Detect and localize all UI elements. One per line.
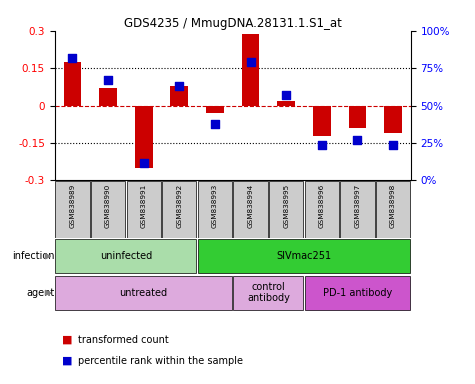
Text: GSM838991: GSM838991 <box>141 184 147 228</box>
Bar <box>313 106 331 136</box>
Bar <box>242 35 259 106</box>
Text: untreated: untreated <box>120 288 168 298</box>
Bar <box>162 181 197 237</box>
Bar <box>384 106 402 133</box>
Bar <box>233 276 304 310</box>
Text: GSM838989: GSM838989 <box>69 184 76 228</box>
Bar <box>277 101 295 106</box>
Bar <box>91 181 125 237</box>
Text: ■: ■ <box>62 356 72 366</box>
Bar <box>64 62 81 106</box>
Bar <box>198 181 232 237</box>
Point <box>247 59 255 65</box>
Text: GSM838993: GSM838993 <box>212 184 218 228</box>
Text: percentile rank within the sample: percentile rank within the sample <box>78 356 243 366</box>
Text: GSM838990: GSM838990 <box>105 184 111 228</box>
Title: GDS4235 / MmugDNA.28131.1.S1_at: GDS4235 / MmugDNA.28131.1.S1_at <box>124 17 342 30</box>
Text: SIVmac251: SIVmac251 <box>276 251 332 262</box>
Bar <box>126 181 161 237</box>
Bar <box>55 239 197 273</box>
Text: transformed count: transformed count <box>78 335 169 345</box>
Text: agent: agent <box>27 288 55 298</box>
Text: GSM838995: GSM838995 <box>283 184 289 228</box>
Bar <box>206 106 224 113</box>
Point <box>211 121 218 127</box>
Bar <box>349 106 366 128</box>
Point <box>176 83 183 89</box>
Bar <box>305 181 339 237</box>
Bar <box>99 88 117 106</box>
Bar <box>305 276 410 310</box>
Point <box>353 137 361 143</box>
Text: infection: infection <box>12 251 55 262</box>
Point <box>68 55 76 61</box>
Bar <box>55 181 89 237</box>
Text: GSM838997: GSM838997 <box>354 184 361 228</box>
Text: GSM838992: GSM838992 <box>176 184 182 228</box>
Text: uninfected: uninfected <box>100 251 152 262</box>
Point <box>104 77 112 83</box>
Bar <box>135 106 152 168</box>
Text: PD-1 antibody: PD-1 antibody <box>323 288 392 298</box>
Bar <box>376 181 410 237</box>
Text: ■: ■ <box>62 335 72 345</box>
Bar <box>233 181 267 237</box>
Text: GSM838998: GSM838998 <box>390 184 396 228</box>
Bar <box>55 276 232 310</box>
Point <box>318 141 326 147</box>
Bar <box>269 181 303 237</box>
Bar <box>171 86 188 106</box>
Bar <box>340 181 374 237</box>
Bar <box>198 239 410 273</box>
Point <box>282 92 290 98</box>
Point <box>390 141 397 147</box>
Text: control
antibody: control antibody <box>247 282 290 303</box>
Text: GSM838994: GSM838994 <box>247 184 254 228</box>
Text: GSM838996: GSM838996 <box>319 184 325 228</box>
Point <box>140 159 147 166</box>
